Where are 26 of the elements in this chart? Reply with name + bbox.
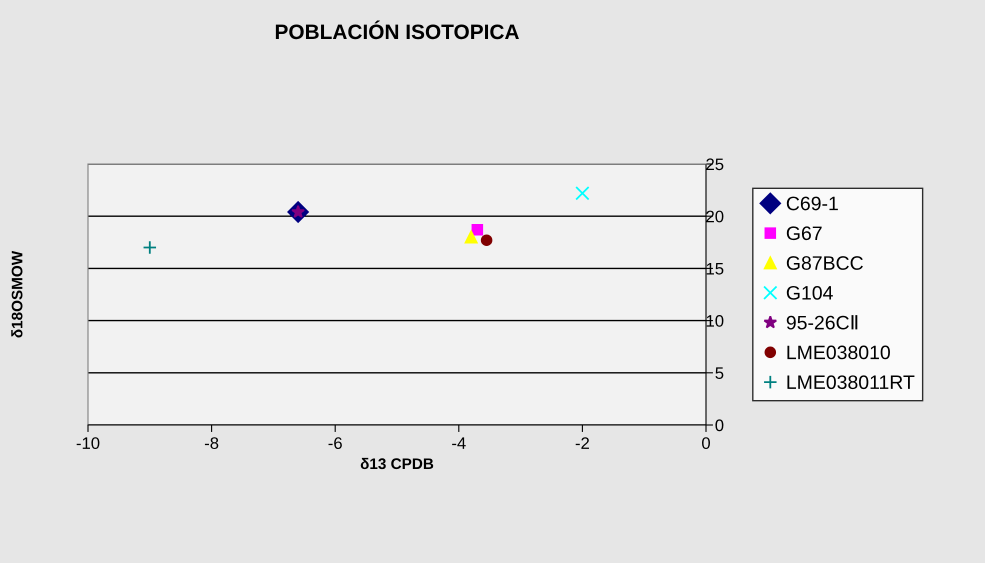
- x-tick-label: -2: [576, 437, 589, 449]
- legend-label: G87BCC: [786, 256, 863, 270]
- legend-label: G104: [786, 286, 833, 300]
- legend-label: C69-1: [786, 196, 838, 210]
- x-tick-label: -10: [76, 437, 100, 450]
- y-tick-label: 0: [715, 419, 724, 432]
- y-axis-title: δ18OSMOW: [11, 250, 22, 338]
- point: [575, 186, 590, 200]
- point: [464, 230, 478, 244]
- legend-label: LME038011RT: [787, 375, 914, 390]
- point: [142, 240, 157, 255]
- x-tick-label: -4: [452, 437, 466, 449]
- point: [472, 224, 484, 236]
- y-tick-label: 25: [706, 158, 724, 170]
- legend-label: 95-26CⅡ: [786, 315, 858, 330]
- point: [480, 234, 492, 246]
- legend-label: LME038010: [787, 346, 890, 360]
- x-axis-title: δ13 CPDB: [360, 458, 434, 470]
- x-tick-label: -6: [328, 437, 342, 450]
- y-tick-label: 5: [715, 367, 724, 380]
- legend-label: G67: [786, 226, 822, 240]
- y-tick-label: 10: [706, 315, 724, 327]
- x-tick-label: -8: [204, 437, 218, 450]
- chart-title: POBLACIÓN ISOTOPICA: [276, 20, 519, 40]
- y-tick-label: 20: [706, 210, 724, 222]
- y-tick-label: 15: [706, 262, 724, 275]
